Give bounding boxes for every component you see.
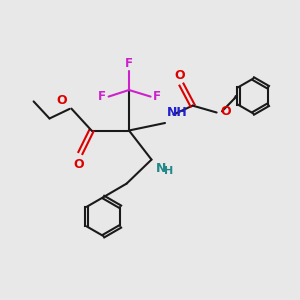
Text: F: F [125, 57, 133, 70]
Text: O: O [74, 158, 84, 170]
Text: O: O [221, 105, 231, 118]
Text: F: F [153, 89, 161, 103]
Text: NH: NH [167, 106, 188, 119]
Text: N: N [156, 162, 166, 175]
Text: H: H [164, 166, 173, 176]
Text: F: F [98, 89, 106, 103]
Text: O: O [57, 94, 67, 107]
Text: O: O [175, 69, 185, 82]
